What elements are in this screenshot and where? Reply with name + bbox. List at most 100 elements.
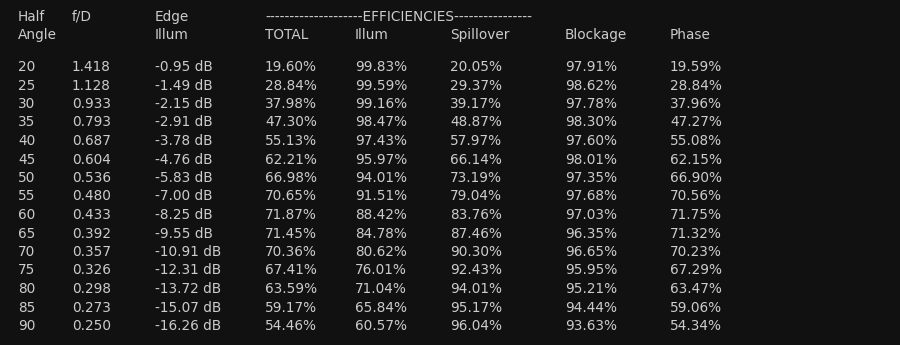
Text: -10.91 dB: -10.91 dB: [155, 245, 221, 259]
Text: 59.17%: 59.17%: [265, 300, 317, 315]
Text: 0.536: 0.536: [72, 171, 111, 185]
Text: 90.30%: 90.30%: [450, 245, 502, 259]
Text: 45: 45: [18, 152, 35, 167]
Text: 98.30%: 98.30%: [565, 116, 617, 129]
Text: 95.97%: 95.97%: [355, 152, 407, 167]
Text: Illum: Illum: [355, 28, 389, 42]
Text: 84.78%: 84.78%: [355, 227, 407, 240]
Text: 47.27%: 47.27%: [670, 116, 722, 129]
Text: 94.01%: 94.01%: [355, 171, 407, 185]
Text: 97.35%: 97.35%: [565, 171, 617, 185]
Text: 92.43%: 92.43%: [450, 264, 502, 277]
Text: 66.98%: 66.98%: [265, 171, 317, 185]
Text: 95.95%: 95.95%: [565, 264, 617, 277]
Text: 35: 35: [18, 116, 35, 129]
Text: 96.04%: 96.04%: [450, 319, 502, 333]
Text: 63.59%: 63.59%: [265, 282, 317, 296]
Text: Spillover: Spillover: [450, 28, 509, 42]
Text: 99.59%: 99.59%: [355, 79, 408, 92]
Text: 50: 50: [18, 171, 35, 185]
Text: 98.47%: 98.47%: [355, 116, 407, 129]
Text: 71.87%: 71.87%: [265, 208, 317, 222]
Text: 98.62%: 98.62%: [565, 79, 617, 92]
Text: 96.65%: 96.65%: [565, 245, 617, 259]
Text: 67.29%: 67.29%: [670, 264, 722, 277]
Text: -7.00 dB: -7.00 dB: [155, 189, 212, 204]
Text: -2.15 dB: -2.15 dB: [155, 97, 212, 111]
Text: 0.480: 0.480: [72, 189, 111, 204]
Text: 91.51%: 91.51%: [355, 189, 407, 204]
Text: 99.83%: 99.83%: [355, 60, 407, 74]
Text: 60.57%: 60.57%: [355, 319, 407, 333]
Text: -4.76 dB: -4.76 dB: [155, 152, 212, 167]
Text: Illum: Illum: [155, 28, 189, 42]
Text: 57.97%: 57.97%: [450, 134, 502, 148]
Text: 65: 65: [18, 227, 35, 240]
Text: 47.30%: 47.30%: [265, 116, 317, 129]
Text: 95.21%: 95.21%: [565, 282, 617, 296]
Text: --------------------EFFICIENCIES----------------: --------------------EFFICIENCIES--------…: [265, 10, 532, 24]
Text: 0.793: 0.793: [72, 116, 111, 129]
Text: 30: 30: [18, 97, 35, 111]
Text: 65.84%: 65.84%: [355, 300, 407, 315]
Text: 85: 85: [18, 300, 35, 315]
Text: Edge: Edge: [155, 10, 189, 24]
Text: 94.44%: 94.44%: [565, 300, 617, 315]
Text: 20: 20: [18, 60, 35, 74]
Text: 97.43%: 97.43%: [355, 134, 407, 148]
Text: -3.78 dB: -3.78 dB: [155, 134, 212, 148]
Text: 54.34%: 54.34%: [670, 319, 722, 333]
Text: f/D: f/D: [72, 10, 92, 24]
Text: Angle: Angle: [18, 28, 57, 42]
Text: -2.91 dB: -2.91 dB: [155, 116, 212, 129]
Text: 66.90%: 66.90%: [670, 171, 722, 185]
Text: 0.433: 0.433: [72, 208, 111, 222]
Text: 0.273: 0.273: [72, 300, 111, 315]
Text: TOTAL: TOTAL: [265, 28, 309, 42]
Text: -1.49 dB: -1.49 dB: [155, 79, 212, 92]
Text: 93.63%: 93.63%: [565, 319, 617, 333]
Text: 75: 75: [18, 264, 35, 277]
Text: 70.65%: 70.65%: [265, 189, 317, 204]
Text: 99.16%: 99.16%: [355, 97, 407, 111]
Text: 62.21%: 62.21%: [265, 152, 317, 167]
Text: 83.76%: 83.76%: [450, 208, 502, 222]
Text: 70.56%: 70.56%: [670, 189, 722, 204]
Text: 97.68%: 97.68%: [565, 189, 617, 204]
Text: Blockage: Blockage: [565, 28, 627, 42]
Text: 80.62%: 80.62%: [355, 245, 407, 259]
Text: 97.91%: 97.91%: [565, 60, 617, 74]
Text: 67.41%: 67.41%: [265, 264, 317, 277]
Text: 97.60%: 97.60%: [565, 134, 617, 148]
Text: 71.32%: 71.32%: [670, 227, 722, 240]
Text: 97.78%: 97.78%: [565, 97, 617, 111]
Text: 0.326: 0.326: [72, 264, 111, 277]
Text: 19.59%: 19.59%: [670, 60, 722, 74]
Text: -15.07 dB: -15.07 dB: [155, 300, 221, 315]
Text: 94.01%: 94.01%: [450, 282, 502, 296]
Text: 66.14%: 66.14%: [450, 152, 502, 167]
Text: 96.35%: 96.35%: [565, 227, 617, 240]
Text: 25: 25: [18, 79, 35, 92]
Text: 0.392: 0.392: [72, 227, 111, 240]
Text: 1.128: 1.128: [72, 79, 111, 92]
Text: 71.45%: 71.45%: [265, 227, 317, 240]
Text: 71.04%: 71.04%: [355, 282, 407, 296]
Text: Phase: Phase: [670, 28, 711, 42]
Text: 70: 70: [18, 245, 35, 259]
Text: 1.418: 1.418: [72, 60, 111, 74]
Text: 55.08%: 55.08%: [670, 134, 722, 148]
Text: 0.604: 0.604: [72, 152, 111, 167]
Text: 55: 55: [18, 189, 35, 204]
Text: 54.46%: 54.46%: [265, 319, 317, 333]
Text: -9.55 dB: -9.55 dB: [155, 227, 213, 240]
Text: 0.687: 0.687: [72, 134, 111, 148]
Text: 98.01%: 98.01%: [565, 152, 617, 167]
Text: 59.06%: 59.06%: [670, 300, 722, 315]
Text: 28.84%: 28.84%: [670, 79, 722, 92]
Text: -16.26 dB: -16.26 dB: [155, 319, 221, 333]
Text: 70.36%: 70.36%: [265, 245, 317, 259]
Text: -8.25 dB: -8.25 dB: [155, 208, 212, 222]
Text: 60: 60: [18, 208, 35, 222]
Text: 76.01%: 76.01%: [355, 264, 407, 277]
